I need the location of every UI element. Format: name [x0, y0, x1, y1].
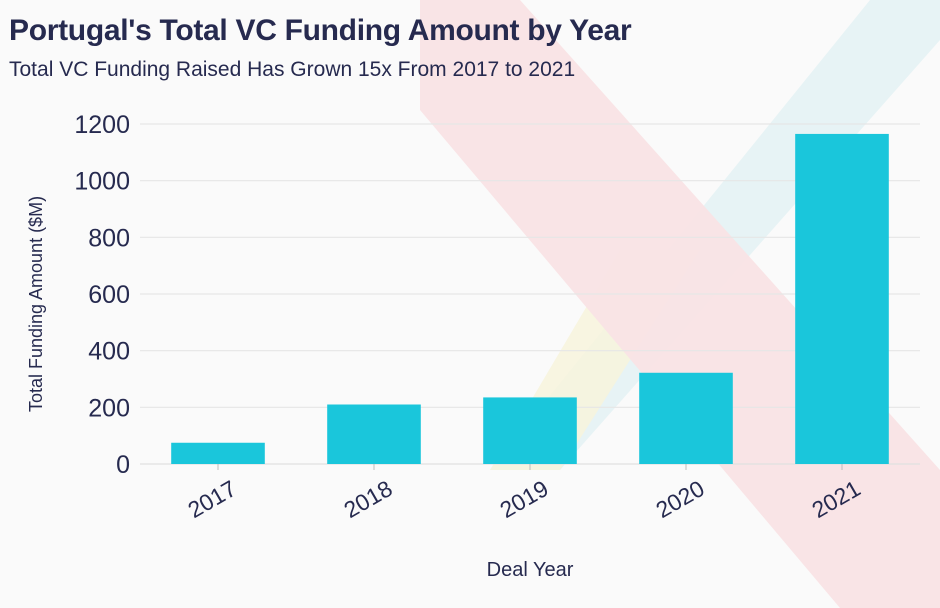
bar: [483, 397, 577, 464]
x-tick-label: 2018: [339, 475, 396, 523]
bar: [171, 442, 265, 464]
x-tick-label: 2020: [651, 475, 708, 523]
y-tick-label: 800: [88, 224, 130, 252]
x-tick-label: 2021: [807, 475, 864, 523]
y-tick-label: 1200: [74, 111, 130, 139]
x-axis-label: Deal Year: [487, 559, 574, 581]
bar: [795, 133, 889, 464]
chart-subtitle: Total VC Funding Raised Has Grown 15x Fr…: [9, 58, 576, 81]
x-tick-label: 2019: [495, 475, 552, 523]
x-tick-label: 2017: [183, 475, 240, 523]
y-tick-label: 200: [88, 394, 130, 422]
y-tick-label: 0: [116, 451, 130, 479]
y-tick-label: 600: [88, 281, 130, 309]
y-axis-label: Total Funding Amount ($M): [26, 196, 46, 412]
bar: [327, 404, 421, 464]
chart-title: Portugal's Total VC Funding Amount by Ye…: [9, 14, 632, 47]
bar: [639, 372, 733, 464]
y-tick-label: 400: [88, 338, 130, 366]
y-tick-label: 1000: [74, 168, 130, 196]
